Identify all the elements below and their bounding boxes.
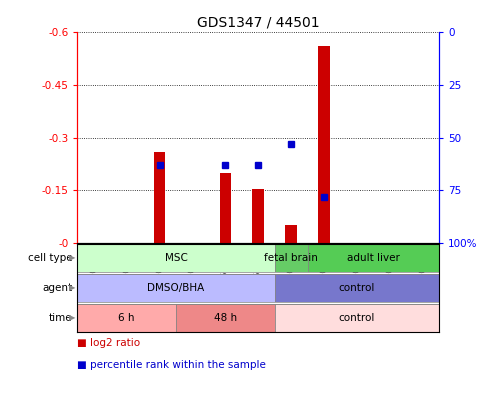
Title: GDS1347 / 44501: GDS1347 / 44501 — [197, 16, 319, 30]
Text: cell type: cell type — [28, 253, 72, 263]
Text: time: time — [49, 313, 72, 323]
Text: MSC: MSC — [165, 253, 188, 263]
Text: ■ percentile rank within the sample: ■ percentile rank within the sample — [77, 360, 266, 371]
Text: ▶: ▶ — [69, 284, 76, 292]
Bar — [77, 244, 274, 272]
Text: agent: agent — [42, 283, 72, 293]
Bar — [77, 304, 176, 332]
Bar — [274, 274, 439, 302]
Bar — [274, 304, 439, 332]
Bar — [220, 173, 231, 243]
Bar — [252, 189, 264, 243]
Text: DMSO/BHA: DMSO/BHA — [147, 283, 205, 293]
Bar — [318, 47, 330, 243]
Text: adult liver: adult liver — [347, 253, 400, 263]
Text: fetal brain: fetal brain — [264, 253, 318, 263]
Text: 48 h: 48 h — [214, 313, 237, 323]
Bar — [77, 274, 274, 302]
Bar — [176, 304, 274, 332]
Text: ■ log2 ratio: ■ log2 ratio — [77, 338, 141, 348]
Text: ▶: ▶ — [69, 313, 76, 322]
Text: ▶: ▶ — [69, 254, 76, 262]
Bar — [274, 244, 307, 272]
Bar — [154, 152, 165, 243]
Text: control: control — [339, 283, 375, 293]
Bar — [285, 226, 297, 243]
Text: control: control — [339, 313, 375, 323]
Bar — [307, 244, 439, 272]
Text: 6 h: 6 h — [118, 313, 135, 323]
